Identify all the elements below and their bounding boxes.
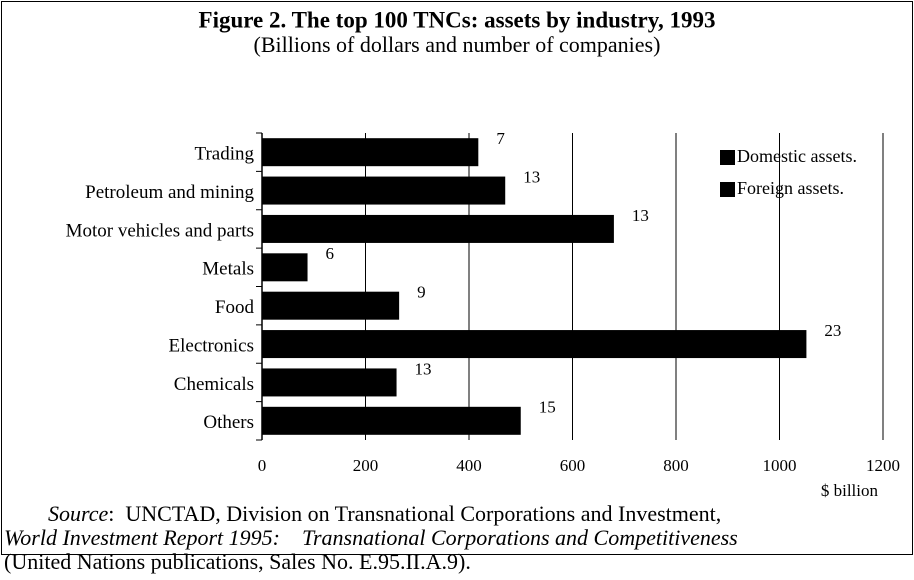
- source-line: (United Nations publications, Sales No. …: [4, 549, 471, 574]
- y-tick-label: Trading: [195, 144, 255, 165]
- company-count: 9: [417, 283, 426, 302]
- bar: [262, 253, 308, 282]
- y-tick-label: Food: [215, 297, 255, 318]
- x-tick-label: 1200: [866, 456, 900, 475]
- y-tick-label: Electronics: [169, 335, 254, 356]
- bar: [262, 214, 614, 243]
- source-line: World Investment Report 1995: Transnatio…: [4, 525, 738, 550]
- x-tick-label: 1000: [763, 456, 797, 475]
- source-label: Source: [48, 501, 109, 526]
- y-tick-label: Others: [203, 412, 254, 433]
- frame: [1, 1, 913, 555]
- legend-label: Domestic assets.: [737, 146, 857, 166]
- source-line: Source: UNCTAD, Division on Transnationa…: [4, 502, 721, 526]
- source-text: : UNCTAD, Division on Transnational Corp…: [108, 501, 722, 526]
- chart: Figure 2. The top 100 TNCs: assets by in…: [66, 7, 900, 500]
- company-count: 23: [824, 321, 841, 340]
- company-count: 15: [539, 398, 556, 417]
- x-tick-label: 800: [663, 456, 689, 475]
- chart-subtitle: (Billions of dollars and number of compa…: [254, 32, 661, 57]
- y-tick-label: Metals: [202, 259, 254, 280]
- company-count: 13: [415, 359, 432, 378]
- x-axis-label: $ billion: [821, 481, 879, 500]
- company-count: 13: [632, 206, 649, 225]
- x-tick-label: 400: [456, 456, 482, 475]
- company-count: 6: [326, 244, 335, 263]
- y-tick-label: Chemicals: [174, 374, 254, 395]
- legend-label: Foreign assets.: [737, 178, 844, 198]
- bar: [262, 138, 479, 167]
- y-tick-label: Petroleum and mining: [85, 182, 254, 203]
- bar: [262, 330, 807, 359]
- bar: [262, 291, 400, 320]
- chart-title: Figure 2. The top 100 TNCs: assets by in…: [199, 7, 716, 32]
- legend-swatch: [720, 182, 735, 197]
- legend-swatch: [720, 150, 735, 165]
- bar: [262, 406, 521, 435]
- company-count: 13: [523, 167, 540, 186]
- x-tick-label: 200: [353, 456, 379, 475]
- company-count: 7: [496, 129, 505, 148]
- bar: [262, 176, 506, 205]
- y-tick-label: Motor vehicles and parts: [66, 220, 254, 241]
- x-tick-label: 600: [560, 456, 586, 475]
- bar: [262, 368, 397, 397]
- x-tick-label: 0: [258, 456, 267, 475]
